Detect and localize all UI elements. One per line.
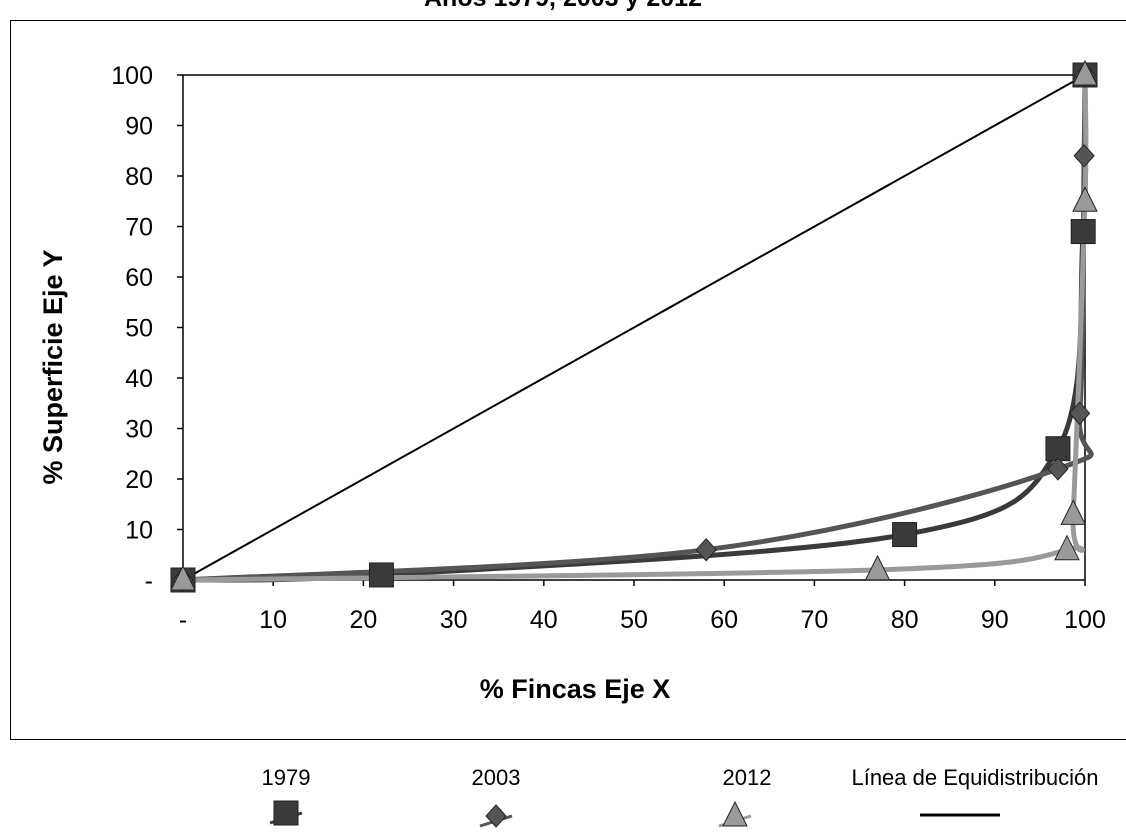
data-point-2012 — [170, 564, 196, 591]
legend-label: 2003 — [472, 765, 521, 790]
x-axis-ticks: - 10 20 30 40 50 60 70 80 90 100 — [179, 580, 1106, 634]
legend-label: Línea de Equidistribución — [851, 765, 1098, 790]
x-axis-label: % Fincas Eje X — [480, 674, 671, 704]
data-point-2003 — [695, 537, 717, 562]
data-point-2003 — [1073, 144, 1095, 168]
x-tick-label: 100 — [1064, 606, 1106, 634]
legend-marker — [273, 800, 299, 826]
data-point-1979 — [1070, 219, 1096, 245]
chart-frame — [10, 20, 1126, 740]
data-point-2012 — [1072, 186, 1098, 212]
series-lines — [182, 74, 1094, 583]
data-point-2012 — [1060, 499, 1087, 525]
x-tick-label: 60 — [710, 606, 738, 634]
y-tick-label: 60 — [125, 264, 153, 292]
x-tick-label: 90 — [981, 606, 1009, 634]
x-tick-label: 30 — [440, 606, 468, 634]
y-tick-label: 20 — [125, 466, 153, 494]
data-point-2012 — [1072, 59, 1098, 86]
x-tick-label: 70 — [800, 606, 828, 634]
y-tick-label: 50 — [125, 315, 153, 343]
chart-title: Años 1979, 2003 y 2012 — [0, 0, 1126, 13]
legend-marker — [722, 800, 748, 827]
data-point-2003 — [1068, 401, 1091, 426]
legend-label: 2012 — [723, 765, 772, 790]
data-point-2012 — [864, 554, 891, 581]
y-tick-label: 70 — [125, 214, 153, 242]
y-tick-label: 30 — [125, 416, 153, 444]
data-point-1979 — [1045, 436, 1071, 462]
legend-marker — [485, 804, 507, 828]
x-tick-label: 20 — [349, 606, 377, 634]
legend-label: 1979 — [262, 765, 311, 790]
data-point-1979 — [892, 522, 918, 548]
x-tick-label: 10 — [259, 606, 287, 634]
y-axis-ticks: - 10 20 30 40 50 60 70 80 90 100 — [111, 62, 183, 595]
series-line-3 — [182, 74, 1086, 581]
data-point-2012 — [1054, 534, 1080, 561]
data-point-2003 — [1047, 457, 1069, 481]
y-axis-label: % Superficie Eje Y — [38, 249, 68, 484]
y-tick-label: 10 — [125, 517, 153, 545]
x-tick-label: 50 — [620, 606, 648, 634]
x-tick-label: - — [179, 606, 187, 634]
y-tick-label: - — [145, 567, 153, 595]
data-point-1979 — [368, 562, 394, 588]
legend: 1979 2003 2012 Línea de Equidistribución — [262, 765, 1099, 828]
series-markers — [170, 59, 1098, 593]
x-tick-label: 40 — [530, 606, 558, 634]
y-tick-label: 90 — [125, 113, 153, 141]
y-tick-label: 40 — [125, 365, 153, 393]
y-tick-label: 80 — [125, 163, 153, 191]
y-tick-label: 100 — [111, 62, 153, 90]
x-tick-label: 80 — [891, 606, 919, 634]
